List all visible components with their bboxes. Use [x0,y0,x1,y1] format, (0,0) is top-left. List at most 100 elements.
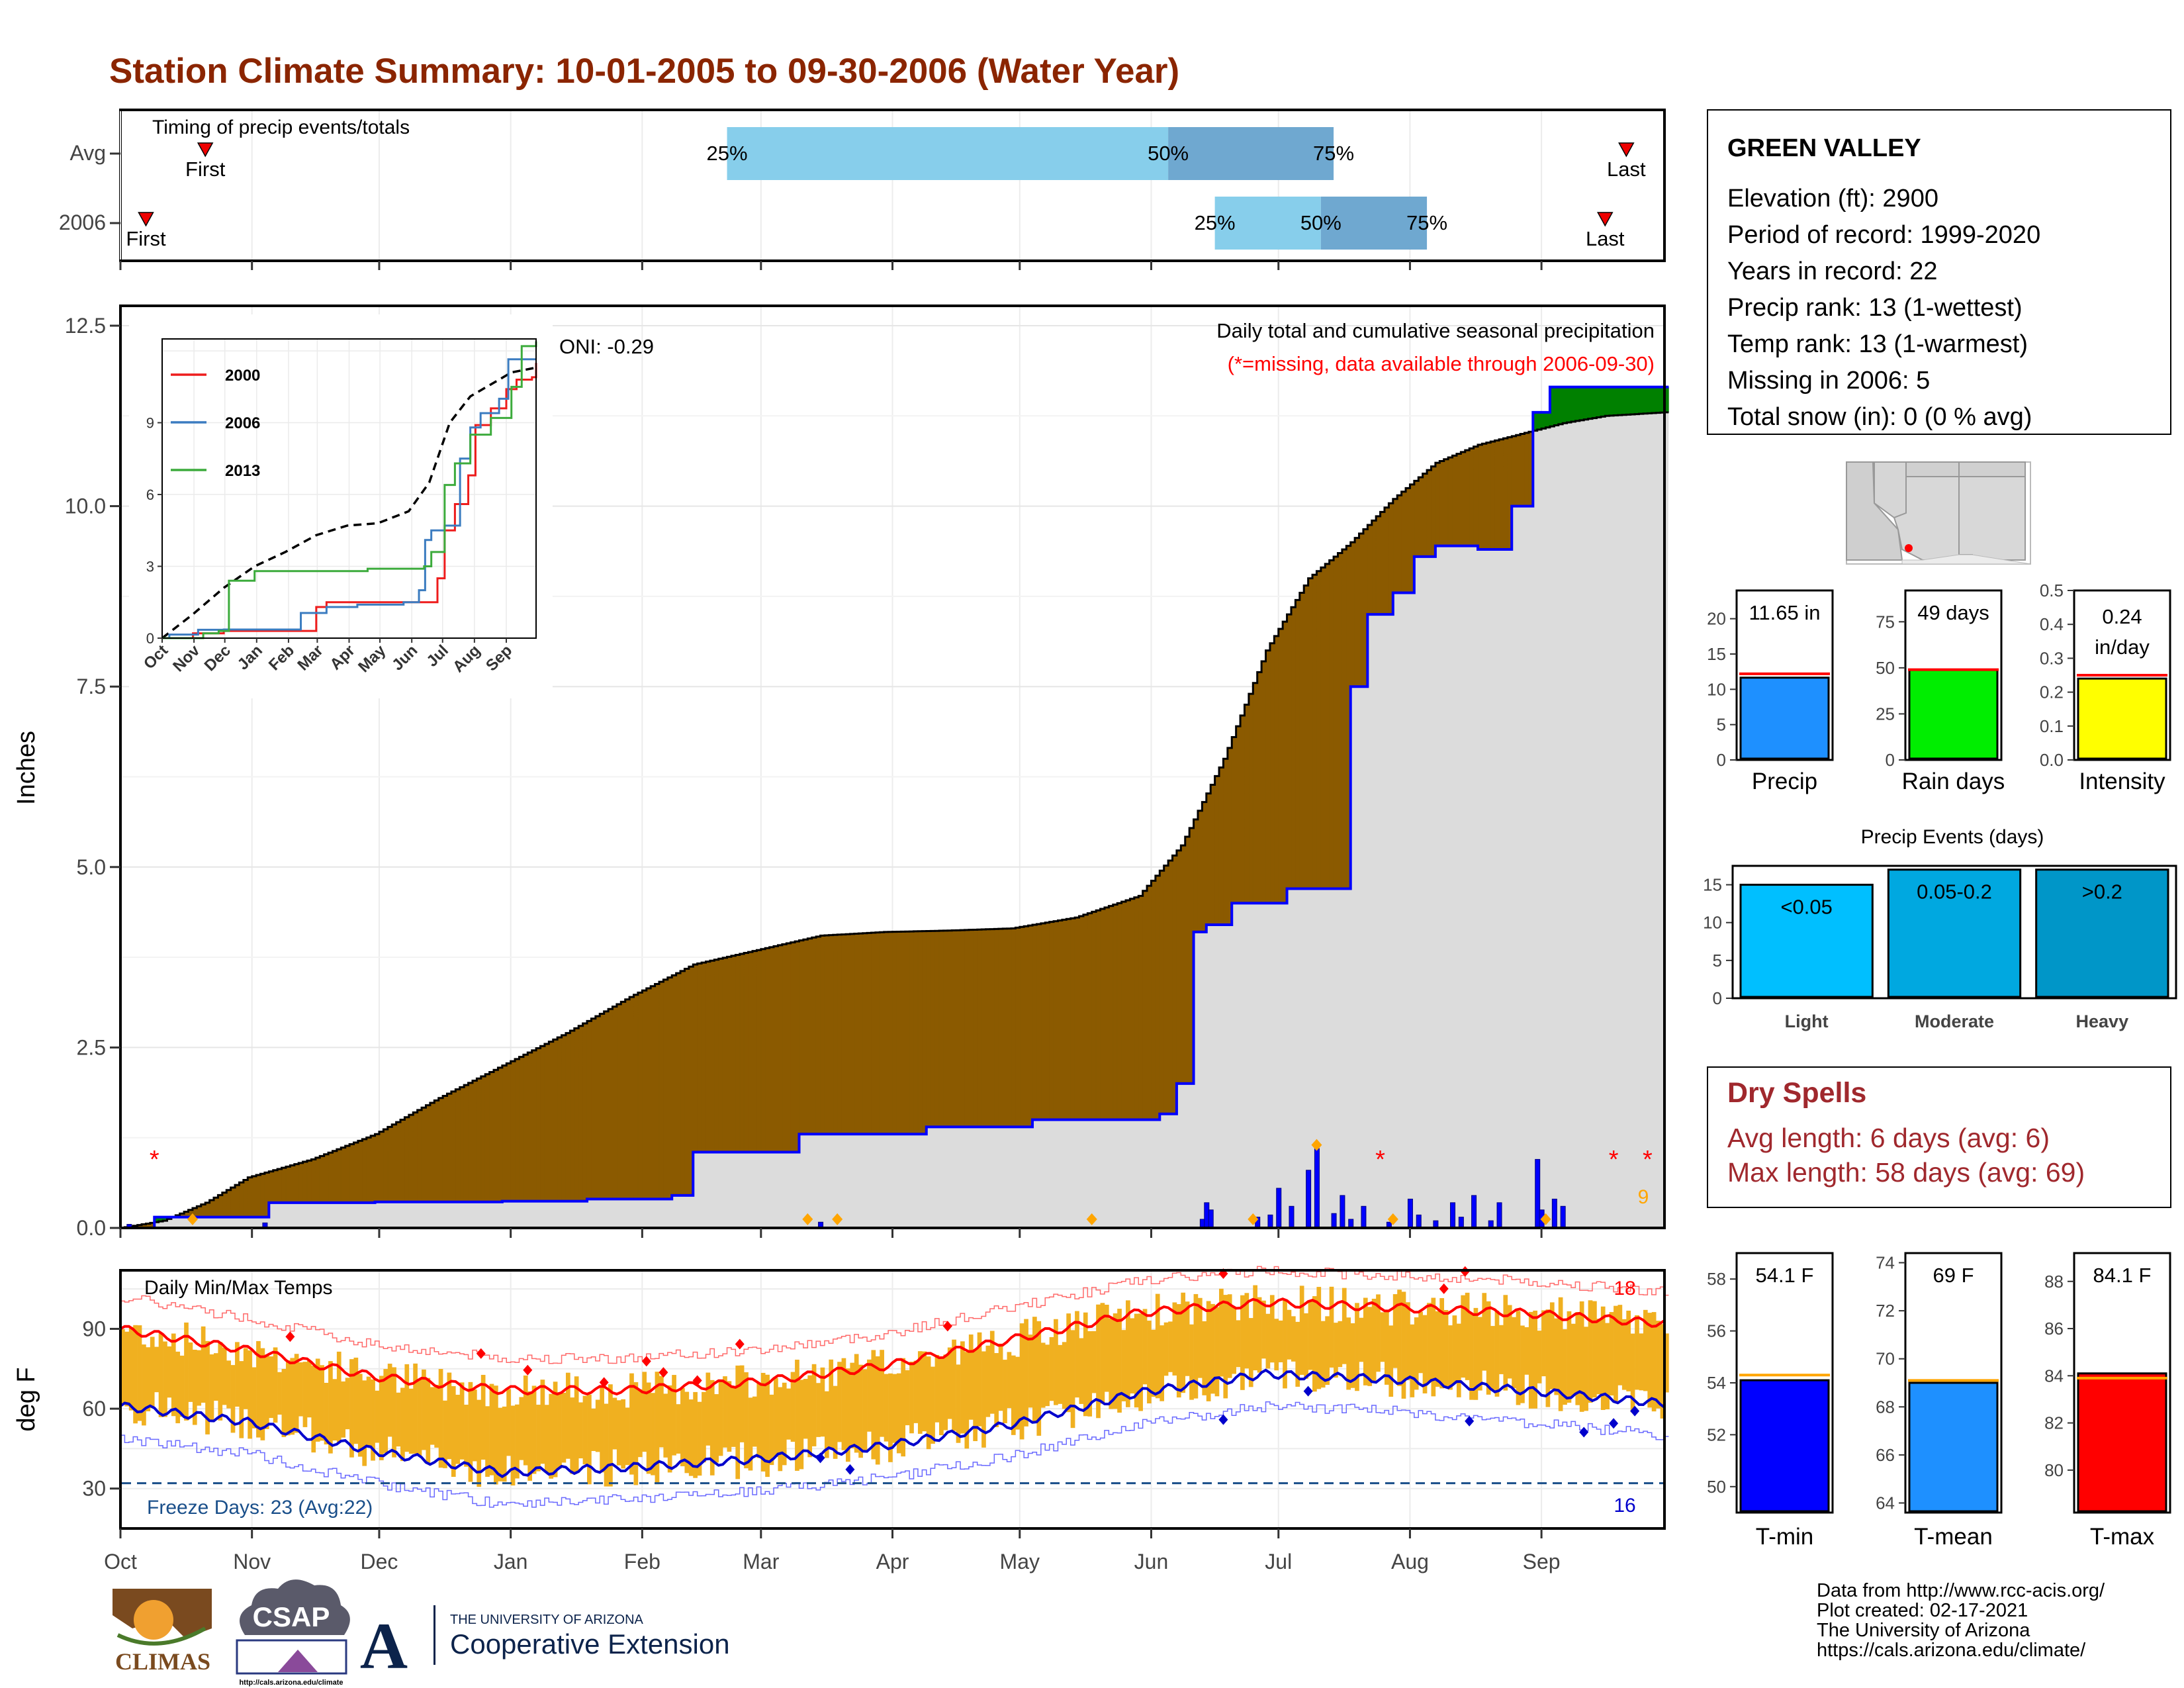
temp-range-bar [1261,1300,1266,1359]
events-bar [2035,868,2169,998]
temp-range-bar [956,1364,961,1443]
temp-range-bar [502,1406,507,1482]
summary-x-label: Precip [1752,769,1817,794]
temp-range-bar [786,1388,791,1440]
station-detail-line: Total snow (in): 0 (0 % avg) [1727,403,2032,431]
inset-series-line-2006 [162,358,536,639]
missing-day-marker: * [1609,1146,1619,1174]
temp-range-bar [1329,1286,1334,1368]
summary-x-label: Intensity [2079,769,2165,794]
events-category-label: Moderate [1915,1011,1994,1031]
summary-y-tick-label: 0 [1717,750,1726,770]
record-low-marker [1579,1427,1589,1438]
timing-last-marker [1618,142,1635,158]
temp-range-bar [366,1376,371,1448]
events-y-tick-label: 5 [1713,951,1722,970]
summary-y-tick-label: 86 [2044,1319,2064,1338]
daily-precip-bar [1560,1205,1566,1229]
temp-range-bar [578,1402,583,1459]
temp-range-bar [235,1342,240,1407]
temp-range-bar [744,1372,749,1469]
temp-range-bar [998,1343,1003,1411]
summary-y-tick-label: 10 [1707,679,1726,699]
temp-range-bar [833,1385,838,1459]
temp-range-bar [1431,1297,1436,1397]
summary-value-bar [1739,677,1830,760]
credit-plot-date: Plot created: 02-17-2021 [1817,1600,2028,1621]
temp-range-bar [1210,1303,1215,1394]
timing-row-label: 2006 [59,211,106,234]
temp-range-bar [616,1400,621,1466]
temp-range-bar [909,1362,914,1434]
temp-range-bar [1494,1311,1500,1397]
temp-range-bar [799,1380,804,1470]
temp-range-bar [273,1347,278,1423]
summary-value-label: 0.24 [2102,605,2142,628]
summary-y-tick-label: 0.3 [2040,648,2064,668]
temp-range-bar [1193,1293,1199,1399]
temp-range-bar [1079,1338,1084,1404]
summary-y-tick-label: 70 [1876,1349,1895,1369]
summary-value-bar [1739,1379,1830,1513]
temp-range-bar [167,1346,172,1398]
summary-y-tick-label: 52 [1707,1425,1726,1444]
inset-y-tick-label: 0 [146,630,154,647]
record-low-marker [1303,1385,1313,1397]
temp-range-bar [1015,1356,1021,1430]
precip-panel: * * * * 0.0 2.5 5.0 7.5 10.0 12.5 Inches Daily t… [13,305,1669,1240]
station-name: GREEN VALLEY [1727,134,1921,162]
temp-range-bar [896,1373,901,1454]
timing-bar-50-75 [1168,127,1334,180]
map-state-colorado [1958,461,2026,477]
temp-range-bar [1274,1319,1279,1371]
summary-y-tick-label: 0.0 [2040,750,2064,770]
events-bar-label: <0.05 [1780,896,1832,919]
month-tick-label: Oct [104,1550,137,1573]
temp-range-bar [1443,1310,1449,1388]
temp-range-bar [510,1405,516,1486]
temp-range-bar [1338,1321,1343,1368]
temp-range-bar [1371,1298,1377,1382]
temp-range-bar [1312,1296,1317,1392]
temp-range-bar [290,1358,295,1435]
temp-range-bar [1614,1305,1618,1403]
timing-bar-25-50 [1214,197,1321,250]
extreme-day-marker [1086,1213,1097,1225]
temp-range-bar [1320,1321,1326,1388]
temp-range-bar [574,1376,579,1473]
temp-range-bar [379,1376,384,1460]
summary-y-tick-label: 20 [1707,609,1726,629]
record-high-marker [735,1338,745,1350]
timing-first-marker [138,212,154,227]
daily-precip-bar [1450,1202,1456,1229]
temp-range-bar [1126,1300,1130,1407]
summary-raindays-chart: 0 25 50 75 49 days Rain days [1876,589,2005,794]
temp-range-bar [426,1378,431,1464]
temp-range-bar [154,1346,159,1393]
temp-range-bar [1083,1312,1088,1417]
summary-value-label: 11.65 in [1749,601,1820,624]
temp-range-bar [854,1354,859,1453]
ua-divider [433,1605,435,1665]
temp-range-bar [1554,1318,1559,1395]
temp-range-bar [829,1359,834,1450]
temp-range-bar [311,1366,316,1453]
daily-precip-bar [1407,1198,1413,1229]
temp-range-bar [251,1367,257,1429]
temp-range-bar [926,1356,931,1450]
temp-range-bar [375,1390,380,1443]
temp-range-bar [1435,1311,1440,1387]
temp-range-bar [1558,1297,1563,1411]
temp-range-bar [769,1394,774,1466]
events-frame [1731,865,2177,1000]
temp-range-bar [1019,1323,1024,1440]
precip-y-label: Inches [13,731,40,805]
summary-y-tick-label: 0 [1886,750,1895,770]
temp-range-bar [1380,1312,1385,1362]
temp-range-bar [260,1348,265,1440]
temp-range-bar [1461,1295,1466,1378]
temp-range-bar [1007,1352,1012,1409]
timing-title: Timing of precip events/totals [152,117,410,138]
temp-range-bar [209,1354,214,1421]
